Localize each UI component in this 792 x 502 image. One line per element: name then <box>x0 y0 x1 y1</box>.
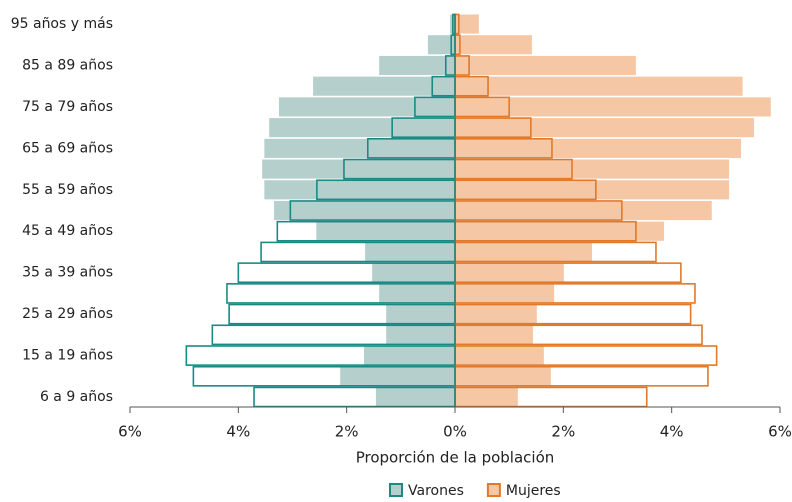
x-tick-label: 4% <box>226 423 250 441</box>
bar <box>264 180 455 200</box>
legend-swatch <box>389 483 403 497</box>
y-tick-label: 15 a 19 años <box>22 348 113 364</box>
legend-label: Varones <box>408 483 464 499</box>
bar <box>278 97 455 117</box>
bar <box>269 118 455 138</box>
legend-label: Mujeres <box>506 483 561 499</box>
bar <box>455 35 532 55</box>
bar <box>455 283 555 303</box>
y-tick-label: 25 a 29 años <box>22 306 113 322</box>
bar <box>455 387 518 407</box>
bar <box>455 263 564 283</box>
bar <box>274 200 455 221</box>
bar <box>264 138 455 158</box>
bar <box>262 159 455 179</box>
bar <box>340 366 455 386</box>
bar <box>455 55 636 76</box>
bar <box>455 159 730 179</box>
y-tick-label: 35 a 39 años <box>22 265 113 281</box>
bar <box>316 221 455 241</box>
bar <box>455 304 537 324</box>
bar <box>455 118 754 138</box>
bar <box>455 200 712 221</box>
bar <box>455 221 665 241</box>
bar <box>379 283 455 303</box>
legend-swatch <box>486 483 501 497</box>
y-tick-label: 55 a 59 años <box>22 182 113 198</box>
bar <box>427 35 455 55</box>
y-tick-label: 95 años y más <box>11 16 113 32</box>
y-tick-label: 85 a 89 años <box>22 57 113 73</box>
bar <box>455 180 730 200</box>
bar <box>455 97 771 117</box>
x-tick-label: 0% <box>443 423 467 441</box>
bar <box>455 76 743 96</box>
x-tick-label: 6% <box>768 423 792 441</box>
bar <box>375 387 455 407</box>
bar <box>372 263 455 283</box>
y-tick-label: 6 a 9 años <box>40 389 113 405</box>
bar <box>455 346 544 366</box>
x-tick-label: 2% <box>335 423 359 441</box>
bar <box>364 346 455 366</box>
bar <box>455 325 533 345</box>
bar <box>313 76 455 96</box>
x-tick-label: 4% <box>660 423 684 441</box>
bar <box>455 242 593 262</box>
bar <box>379 55 455 76</box>
bar <box>455 138 741 158</box>
x-tick-label: 6% <box>118 423 142 441</box>
y-tick-label: 45 a 49 años <box>22 223 113 239</box>
x-tick-label: 2% <box>551 423 575 441</box>
bar <box>386 304 455 324</box>
y-tick-label: 75 a 79 años <box>22 99 113 115</box>
bar <box>455 366 551 386</box>
bar <box>386 325 455 345</box>
bar <box>455 14 479 34</box>
y-tick-label: 65 a 69 años <box>22 140 113 156</box>
x-axis-label: Proporción de la población <box>356 449 555 467</box>
bar <box>365 242 455 262</box>
